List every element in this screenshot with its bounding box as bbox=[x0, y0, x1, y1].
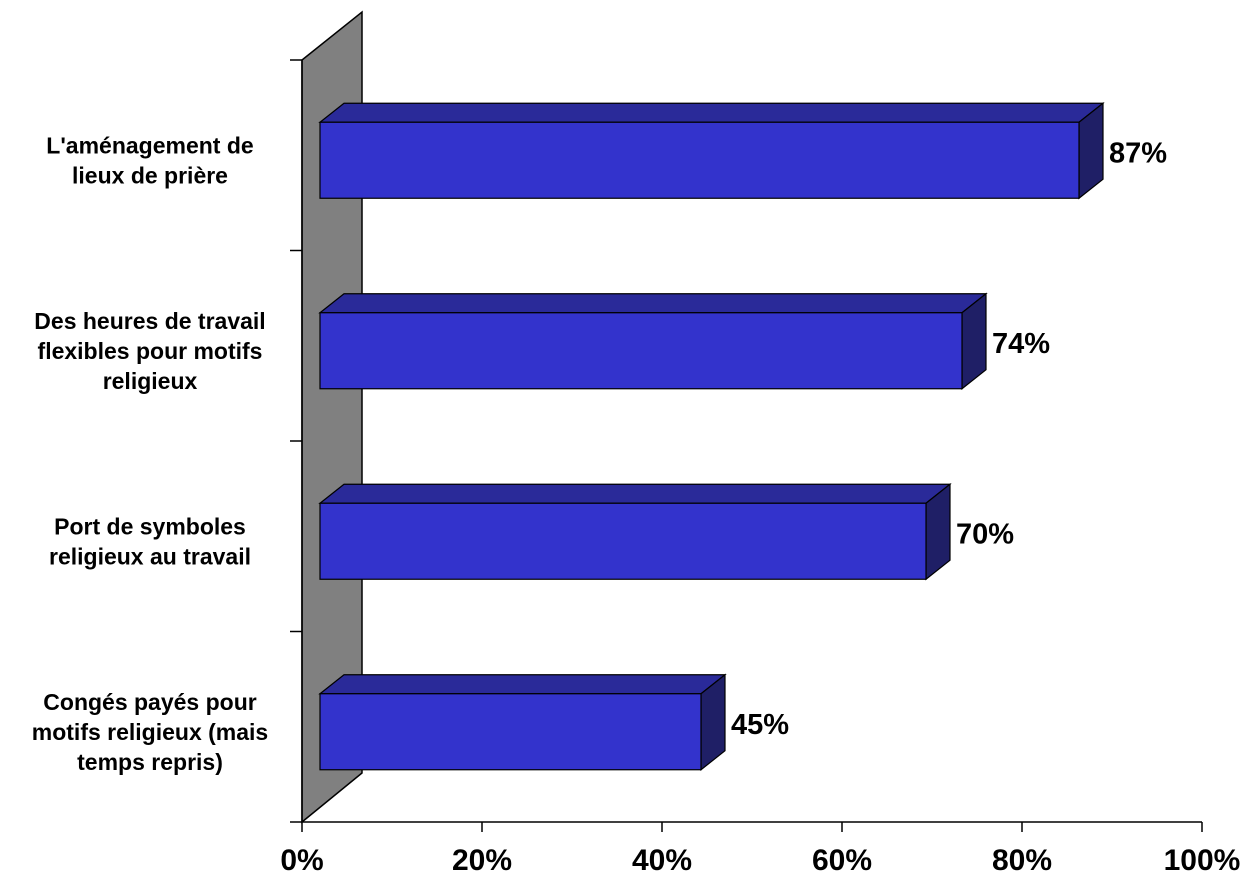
category-label-line-flexibles-pour-motifs: flexibles pour motifs bbox=[38, 338, 263, 364]
category-labels: L'aménagement de lieux de prière Des heure… bbox=[32, 132, 268, 775]
x-tick-label-40: 40% bbox=[632, 844, 692, 877]
data-label-3: 70% bbox=[956, 518, 1014, 550]
category-label-line-religieux: religieux bbox=[103, 368, 198, 394]
category-label-1: L'aménagement de lieux de prière bbox=[46, 132, 253, 188]
data-label-2: 74% bbox=[992, 328, 1050, 360]
data-label-4: 45% bbox=[731, 709, 789, 741]
category-label-line-temps-repris: temps repris) bbox=[77, 749, 223, 775]
bar-top-face bbox=[318, 102, 1105, 123]
category-label-3: Port de symboles religieux au travail bbox=[49, 513, 251, 569]
x-tick-label-100: 100% bbox=[1164, 844, 1241, 877]
bar-top-face bbox=[318, 483, 952, 504]
category-label-line-conges-payes-pour: Congés payés pour bbox=[43, 689, 256, 715]
data-label-1: 87% bbox=[1109, 137, 1167, 169]
bar-2 bbox=[318, 292, 988, 390]
bar-front-face bbox=[319, 121, 1080, 199]
category-label-line-religieux-au-travail: religieux au travail bbox=[49, 543, 251, 569]
bar-top-face bbox=[318, 674, 727, 695]
category-label-line-port-de-symboles: Port de symboles bbox=[54, 513, 246, 539]
category-label-2: Des heures de travail flexibles pour moti… bbox=[34, 308, 265, 394]
x-tick-label-80: 80% bbox=[992, 844, 1052, 877]
bar-3 bbox=[318, 483, 952, 581]
data-labels: 87% 74% 70% 45% bbox=[731, 137, 1167, 741]
bar-4 bbox=[318, 673, 727, 771]
category-label-line-des-heures-de-travail: Des heures de travail bbox=[34, 308, 265, 334]
category-label-line-lieux-de-priere: lieux de prière bbox=[72, 162, 228, 188]
x-tick-label-20: 20% bbox=[452, 844, 512, 877]
bar-series bbox=[318, 102, 1105, 771]
bar-front-face bbox=[319, 312, 963, 390]
category-label-line-motifs-religieux-mais: motifs religieux (mais bbox=[32, 719, 268, 745]
bar-front-face bbox=[319, 502, 927, 580]
chart-axes bbox=[290, 59, 1203, 832]
x-tick-labels: 0% 20% 40% 60% 80% 100% bbox=[280, 844, 1240, 877]
x-tick-label-0: 0% bbox=[280, 844, 323, 877]
bar-top-face bbox=[318, 293, 988, 314]
category-label-line-l-amenagement-de: L'aménagement de bbox=[46, 132, 253, 158]
bar-front-face bbox=[319, 693, 702, 771]
x-tick-label-60: 60% bbox=[812, 844, 872, 877]
bar-1 bbox=[318, 102, 1105, 200]
category-label-4: Congés payés pour motifs religieux (mais t… bbox=[32, 689, 268, 775]
